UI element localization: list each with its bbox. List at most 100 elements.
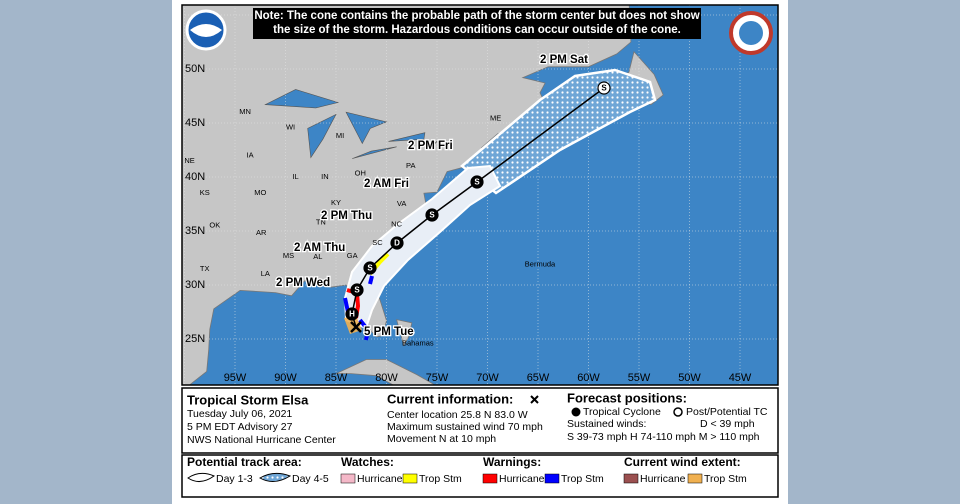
legend-text: Day 1-3 bbox=[216, 473, 253, 485]
lon-label: 65W bbox=[527, 372, 550, 384]
post-icon bbox=[673, 407, 683, 417]
lon-label: 95W bbox=[224, 372, 247, 384]
place-label: OK bbox=[209, 221, 220, 230]
note-text: Note: The cone contains the probable pat… bbox=[254, 10, 699, 22]
place-label: NC bbox=[391, 220, 402, 229]
track-point bbox=[470, 175, 484, 189]
lon-label: 45W bbox=[729, 372, 752, 384]
lake bbox=[352, 146, 397, 159]
note-box bbox=[253, 8, 701, 39]
info-heading: Current information: bbox=[387, 391, 513, 406]
island bbox=[335, 359, 436, 385]
place-label: Bermuda bbox=[525, 259, 556, 268]
legend-heading: Watches: bbox=[341, 455, 394, 469]
time-label: 2 PM Thu bbox=[321, 210, 372, 222]
place-label: IA bbox=[247, 150, 254, 159]
track-point bbox=[363, 261, 377, 275]
legend-swatch bbox=[623, 473, 639, 484]
time-label-halo: 2 PM Sat bbox=[540, 54, 588, 66]
lake bbox=[388, 132, 426, 142]
island bbox=[396, 319, 413, 347]
place-label: LA bbox=[261, 269, 270, 278]
track-letter: D bbox=[394, 239, 400, 248]
track-letter: S bbox=[601, 84, 607, 93]
info-text: Tuesday July 06, 2021 bbox=[187, 408, 292, 420]
legend-swatch bbox=[482, 473, 498, 484]
legend-swatch bbox=[340, 473, 356, 484]
time-label-halo: 2 PM Fri bbox=[408, 140, 453, 152]
day13-swatch bbox=[187, 472, 216, 482]
map-frame bbox=[181, 4, 779, 386]
time-label-halo: 5 PM Tue bbox=[364, 326, 414, 338]
place-label: OH bbox=[355, 169, 366, 178]
legend-text: Trop Stm bbox=[704, 473, 747, 485]
place-label: MI bbox=[336, 131, 344, 140]
place-label: KS bbox=[200, 188, 210, 197]
track-letter: S bbox=[367, 264, 373, 273]
legend-swatch bbox=[544, 473, 560, 484]
place-label: AR bbox=[256, 228, 267, 237]
track-point bbox=[390, 236, 404, 250]
track-point bbox=[425, 208, 439, 222]
cyclone-icon bbox=[571, 407, 581, 417]
time-label: 5 PM Tue bbox=[364, 326, 414, 338]
time-label-halo: 2 PM Wed bbox=[276, 277, 330, 289]
legend-swatch bbox=[402, 473, 418, 484]
place-label: NE bbox=[184, 156, 194, 165]
lon-label: 90W bbox=[274, 372, 297, 384]
legend-text: Trop Stm bbox=[419, 473, 462, 485]
track-letter: S bbox=[354, 286, 360, 295]
lat-label: 45N bbox=[185, 117, 205, 129]
lon-label: 75W bbox=[426, 372, 449, 384]
place-label: IN bbox=[321, 172, 329, 181]
track-point bbox=[350, 283, 364, 297]
info-text: D < 39 mph bbox=[700, 418, 755, 430]
time-label: 2 AM Fri bbox=[364, 178, 409, 190]
lon-label: 55W bbox=[628, 372, 651, 384]
legend-heading: Potential track area: bbox=[187, 455, 302, 469]
legend-text: Hurricane bbox=[357, 473, 403, 485]
lon-label: 60W bbox=[577, 372, 600, 384]
place-label: IL bbox=[292, 172, 298, 181]
info-text: Tropical Cyclone bbox=[583, 406, 661, 418]
lon-label: 85W bbox=[325, 372, 348, 384]
info-text: 5 PM EDT Advisory 27 bbox=[187, 421, 293, 433]
lon-label: 50W bbox=[678, 372, 701, 384]
place-label: NY bbox=[427, 140, 437, 149]
lat-label: 30N bbox=[185, 279, 205, 291]
map: S S S D S S H MN WI MI IA IL IN OH NE KS MO KY TN OK AR MS AL G… bbox=[182, 5, 778, 385]
place-label: VA bbox=[397, 199, 406, 208]
note-text: the size of the storm. Hazardous conditi… bbox=[273, 24, 681, 36]
info-box bbox=[181, 387, 779, 454]
day45-swatch bbox=[258, 472, 292, 482]
lake bbox=[307, 113, 337, 159]
noaa-gull bbox=[190, 24, 222, 37]
info-text: Maximum sustained wind 70 mph bbox=[387, 421, 543, 433]
storm-title: Tropical Storm Elsa bbox=[187, 392, 309, 407]
legend-heading: Warnings: bbox=[483, 455, 541, 469]
time-label: 2 PM Fri bbox=[408, 140, 453, 152]
info-heading: Forecast positions: bbox=[567, 390, 687, 405]
place-label: MN bbox=[239, 107, 251, 116]
lat-label: 50N bbox=[185, 63, 205, 75]
legend-text: Trop Stm bbox=[561, 473, 604, 485]
time-label: 2 PM Wed bbox=[276, 277, 330, 289]
nws-logo-inner bbox=[739, 21, 763, 45]
legend-text: Hurricane bbox=[640, 473, 686, 485]
lake bbox=[264, 89, 340, 109]
place-label: TN bbox=[316, 217, 326, 226]
place-label: GA bbox=[347, 251, 358, 260]
track-letter: S bbox=[474, 178, 480, 187]
info-text: Movement N at 10 mph bbox=[387, 433, 496, 445]
info-text: Center location 25.8 N 83.0 W bbox=[387, 409, 528, 421]
cone-day-4-5 bbox=[460, 68, 657, 195]
place-label: PA bbox=[406, 161, 415, 170]
info-text: Post/Potential TC bbox=[686, 406, 768, 418]
time-label: 2 AM Thu bbox=[294, 242, 345, 254]
place-label: WI bbox=[286, 122, 295, 131]
track-point bbox=[345, 307, 359, 321]
place-label: TX bbox=[200, 264, 210, 273]
lake bbox=[345, 111, 388, 145]
lat-label: 25N bbox=[185, 333, 205, 345]
